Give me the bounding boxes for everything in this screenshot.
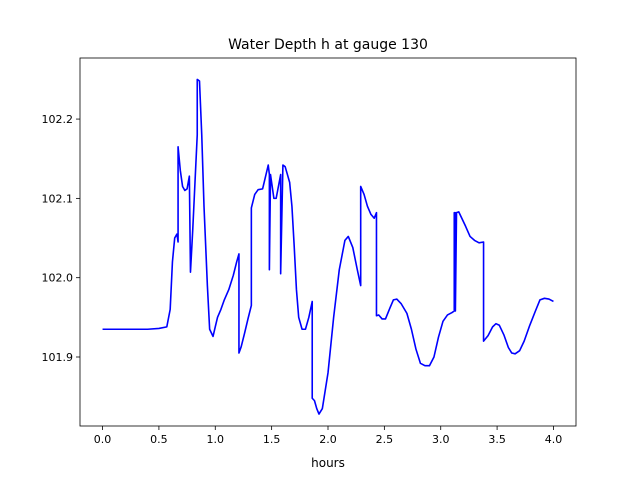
x-tick-label: 0.5: [150, 433, 168, 446]
x-tick-label: 4.0: [545, 433, 563, 446]
x-axis-ticks: 0.0 0.5 1.0 1.5 2.0 2.5 3.0 3.5 4.0: [94, 426, 562, 446]
y-tick-label: 102.1: [42, 192, 74, 205]
x-tick-label: 1.5: [263, 433, 281, 446]
series-line-0: [102, 78, 554, 415]
y-tick-label: 102.0: [42, 272, 74, 285]
x-tick-label: 3.0: [432, 433, 450, 446]
chart-title: Water Depth h at gauge 130: [228, 37, 428, 53]
x-tick-label: 2.0: [319, 433, 337, 446]
x-tick-label: 2.5: [376, 433, 394, 446]
x-tick-label: 0.0: [94, 433, 112, 446]
y-tick-label: 102.2: [42, 113, 74, 126]
plot-area: [79, 57, 577, 427]
y-axis-ticks: 101.9 102.0 102.1 102.2: [42, 113, 80, 364]
x-tick-label: 3.5: [488, 433, 506, 446]
x-tick-label: 1.0: [207, 433, 225, 446]
x-axis-label: hours: [311, 456, 345, 470]
y-tick-label: 101.9: [42, 351, 74, 364]
